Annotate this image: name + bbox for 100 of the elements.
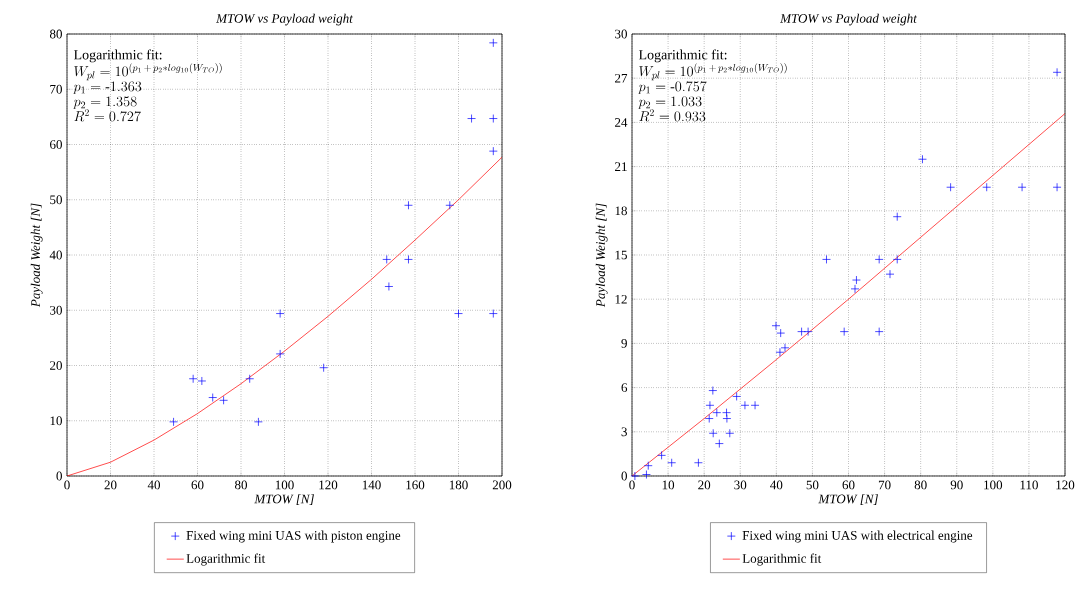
y-tick-label: 9 [621, 339, 627, 348]
x-tick-label: 40 [147, 480, 161, 490]
point [454, 309, 463, 318]
point [797, 327, 806, 336]
point [722, 408, 731, 417]
x-tick-label: 40 [770, 480, 783, 490]
y-axis-title: Payload Weight [N] [595, 203, 608, 308]
annotation: $W_{pl} = 10^{(p_1\,+\,p_2 * log_{10}(W_{TO}))}$ [639, 63, 787, 81]
point [1052, 67, 1062, 77]
point [822, 255, 831, 264]
legend-label: Fixed wing mini UAS with piston engine [186, 530, 401, 543]
point [874, 327, 884, 336]
point [404, 200, 413, 210]
point [740, 400, 750, 410]
x-tick-label: 200 [492, 480, 512, 490]
point [319, 363, 329, 373]
annotation: $p_1 = \mbox{-}1.363$ [73, 81, 142, 94]
point [657, 451, 666, 460]
y-tick-label: 30 [615, 29, 627, 39]
point [982, 182, 992, 192]
point [885, 269, 895, 279]
x-tick-label: 120 [1056, 480, 1075, 490]
x-axis-title: MTOW [N] [818, 494, 878, 505]
x-tick-label: 160 [406, 480, 425, 490]
x-axis-title: MTOW [N] [254, 494, 314, 505]
y-tick-label: 30 [50, 305, 62, 315]
point [892, 255, 902, 264]
point [467, 114, 476, 123]
chart-title: MTOW vs Payload weight [216, 13, 354, 26]
x-tick-label: 60 [842, 480, 855, 490]
annotation: $R^2 = 0.727$ [74, 109, 141, 122]
point [850, 284, 860, 294]
x-tick-label: 80 [914, 480, 927, 490]
point [275, 349, 285, 359]
point [1052, 182, 1062, 192]
annotation: Logarithmic fit: [73, 49, 162, 63]
point [750, 400, 760, 410]
x-tick-label: 30 [734, 480, 747, 490]
y-tick-label: 50 [50, 195, 62, 205]
point [488, 38, 498, 48]
point [892, 212, 902, 222]
point [630, 471, 640, 481]
point [694, 458, 703, 468]
y-tick-label: 40 [49, 250, 62, 260]
x-tick-label: 120 [319, 480, 338, 490]
point [488, 146, 498, 156]
x-tick-label: 50 [806, 480, 819, 490]
point [839, 327, 849, 336]
point [219, 395, 228, 405]
point [245, 374, 255, 384]
x-tick-label: 60 [191, 480, 204, 490]
point [918, 154, 927, 164]
line-series [67, 156, 503, 476]
x-tick-label: 90 [950, 480, 963, 490]
point [1017, 182, 1027, 192]
point [803, 327, 813, 336]
point [874, 255, 884, 264]
point [712, 408, 722, 417]
point [704, 414, 714, 423]
y-tick-label: 12 [615, 294, 627, 304]
x-tick-label: 70 [878, 480, 891, 490]
legend-label: Logarithmic fit [742, 553, 822, 566]
annotation: $p_2 = 1.033$ [638, 96, 702, 109]
y-tick-label: 27 [615, 73, 628, 83]
x-tick-label: 110 [1020, 480, 1038, 490]
x-tick-label: 10 [662, 480, 675, 490]
point [188, 374, 198, 384]
y-tick-label: 20 [50, 361, 62, 370]
point [714, 439, 724, 448]
legend-label: Fixed wing mini UAS with electrical engine [742, 530, 973, 543]
y-tick-label: 0 [56, 471, 62, 481]
point [708, 386, 718, 395]
x-tick-label: 140 [362, 480, 381, 490]
y-tick-label: 70 [50, 84, 62, 94]
point [445, 200, 455, 210]
x-tick-label: 180 [449, 480, 468, 490]
point [732, 392, 741, 401]
y-tick-label: 24 [615, 118, 628, 127]
x-tick-label: 0 [64, 480, 70, 490]
y-tick-label: 6 [621, 383, 628, 392]
point [208, 393, 218, 402]
point [643, 461, 653, 471]
y-tick-label: 60 [50, 140, 62, 149]
point [642, 470, 651, 479]
point [488, 114, 498, 123]
point [197, 376, 207, 386]
y-tick-label: 15 [615, 250, 627, 260]
point [169, 417, 178, 427]
annotation: $R^2 = 0.933$ [639, 109, 706, 122]
annotation: $p_2 = 1.358$ [73, 96, 137, 109]
chart-title: MTOW vs Payload weight [780, 13, 918, 26]
y-tick-label: 10 [50, 416, 62, 426]
point [667, 458, 677, 468]
y-tick-label: 21 [615, 162, 627, 171]
point [775, 347, 785, 357]
x-tick-label: 100 [275, 480, 294, 490]
point [722, 414, 732, 423]
x-tick-label: 80 [235, 480, 248, 490]
y-tick-label: 0 [621, 471, 627, 481]
x-tick-label: 100 [984, 480, 1003, 490]
